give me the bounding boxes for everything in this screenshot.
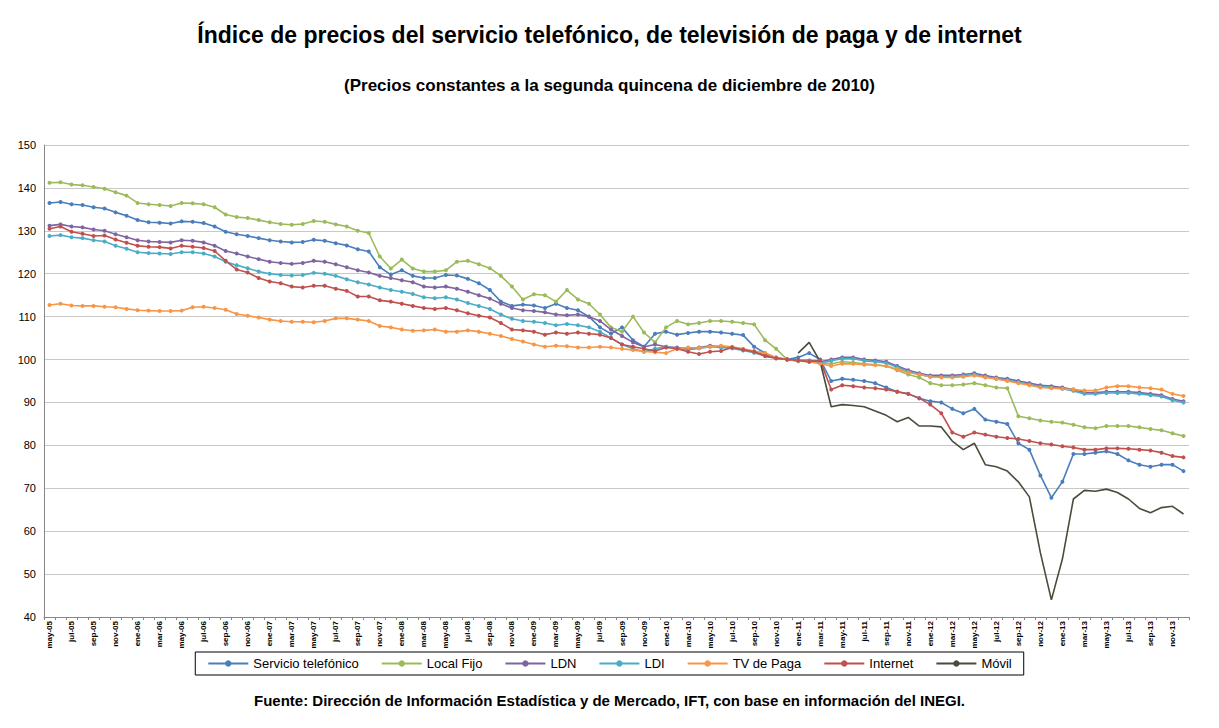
svg-text:sep-09: sep-09 bbox=[618, 620, 627, 646]
svg-text:sep-12: sep-12 bbox=[1014, 620, 1023, 646]
svg-text:may-07: may-07 bbox=[309, 620, 318, 648]
svg-text:70: 70 bbox=[24, 482, 36, 494]
svg-text:140: 140 bbox=[18, 182, 36, 194]
svg-text:ene-10: ene-10 bbox=[662, 620, 671, 646]
svg-text:jul-13: jul-13 bbox=[1124, 620, 1133, 642]
svg-text:sep-13: sep-13 bbox=[1146, 620, 1155, 646]
svg-text:LDN: LDN bbox=[550, 656, 576, 671]
svg-text:mar-09: mar-09 bbox=[551, 620, 560, 647]
svg-text:40: 40 bbox=[24, 611, 36, 623]
svg-text:jul-09: jul-09 bbox=[595, 620, 604, 642]
svg-text:ene-06: ene-06 bbox=[133, 620, 142, 646]
svg-text:mar-13: mar-13 bbox=[1080, 620, 1089, 647]
svg-text:nov-09: nov-09 bbox=[640, 620, 649, 646]
svg-text:may-13: may-13 bbox=[1102, 620, 1111, 648]
svg-text:nov-07: nov-07 bbox=[375, 620, 384, 646]
svg-text:sep-08: sep-08 bbox=[485, 620, 494, 646]
svg-text:mar-07: mar-07 bbox=[287, 620, 296, 647]
svg-text:ene-11: ene-11 bbox=[794, 620, 803, 645]
svg-text:Internet: Internet bbox=[869, 656, 913, 671]
svg-text:sep-10: sep-10 bbox=[750, 620, 759, 646]
svg-text:Índice de precios del servicio: Índice de precios del servicio telefónic… bbox=[197, 21, 1022, 48]
svg-text:jul-12: jul-12 bbox=[992, 620, 1001, 642]
svg-text:Fuente: Dirección de Informaci: Fuente: Dirección de Información Estadís… bbox=[254, 692, 965, 709]
svg-text:LDI: LDI bbox=[644, 656, 664, 671]
svg-text:may-12: may-12 bbox=[970, 620, 979, 648]
svg-text:(Precios constantes a la segun: (Precios constantes a la segunda quincen… bbox=[344, 76, 875, 95]
svg-text:nov-06: nov-06 bbox=[243, 620, 252, 646]
svg-text:sep-07: sep-07 bbox=[353, 620, 362, 646]
svg-text:50: 50 bbox=[24, 568, 36, 580]
svg-text:may-06: may-06 bbox=[177, 620, 186, 648]
svg-text:sep-11: sep-11 bbox=[882, 620, 891, 645]
svg-text:110: 110 bbox=[18, 311, 36, 323]
svg-text:ene-08: ene-08 bbox=[397, 620, 406, 646]
svg-text:90: 90 bbox=[24, 396, 36, 408]
svg-text:nov-10: nov-10 bbox=[772, 620, 781, 646]
svg-text:jul-11: jul-11 bbox=[860, 620, 869, 642]
svg-text:may-10: may-10 bbox=[706, 620, 715, 648]
svg-text:jul-05: jul-05 bbox=[67, 620, 76, 642]
svg-text:nov-08: nov-08 bbox=[507, 620, 516, 646]
svg-text:Local Fijo: Local Fijo bbox=[427, 656, 483, 671]
svg-text:mar-12: mar-12 bbox=[948, 620, 957, 647]
svg-text:nov-11: nov-11 bbox=[904, 620, 913, 646]
svg-text:mar-08: mar-08 bbox=[419, 620, 428, 647]
svg-text:mar-06: mar-06 bbox=[155, 620, 164, 647]
svg-text:may-05: may-05 bbox=[45, 620, 54, 648]
svg-text:Móvil: Móvil bbox=[981, 656, 1011, 671]
svg-text:sep-05: sep-05 bbox=[89, 620, 98, 646]
svg-text:nov-05: nov-05 bbox=[111, 620, 120, 646]
svg-text:ene-07: ene-07 bbox=[265, 620, 274, 646]
svg-text:mar-10: mar-10 bbox=[684, 620, 693, 647]
svg-text:jul-07: jul-07 bbox=[331, 620, 340, 642]
svg-text:Servicio telefónico: Servicio telefónico bbox=[253, 656, 359, 671]
svg-text:ene-13: ene-13 bbox=[1058, 620, 1067, 646]
svg-text:60: 60 bbox=[24, 525, 36, 537]
svg-text:130: 130 bbox=[18, 225, 36, 237]
svg-text:jul-06: jul-06 bbox=[199, 620, 208, 642]
svg-text:jul-10: jul-10 bbox=[728, 620, 737, 642]
svg-text:may-11: may-11 bbox=[838, 620, 847, 648]
svg-text:nov-13: nov-13 bbox=[1168, 620, 1177, 646]
svg-text:ene-09: ene-09 bbox=[529, 620, 538, 646]
svg-text:80: 80 bbox=[24, 439, 36, 451]
svg-text:jul-08: jul-08 bbox=[463, 620, 472, 642]
svg-text:may-09: may-09 bbox=[573, 620, 582, 648]
svg-text:ene-12: ene-12 bbox=[926, 620, 935, 646]
svg-text:120: 120 bbox=[18, 268, 36, 280]
svg-text:mar-11: mar-11 bbox=[816, 620, 825, 646]
svg-text:150: 150 bbox=[18, 139, 36, 151]
svg-text:sep-06: sep-06 bbox=[221, 620, 230, 646]
svg-text:may-08: may-08 bbox=[441, 620, 450, 648]
svg-text:nov-12: nov-12 bbox=[1036, 620, 1045, 646]
svg-text:TV de Paga: TV de Paga bbox=[733, 656, 802, 671]
svg-text:100: 100 bbox=[18, 354, 36, 366]
